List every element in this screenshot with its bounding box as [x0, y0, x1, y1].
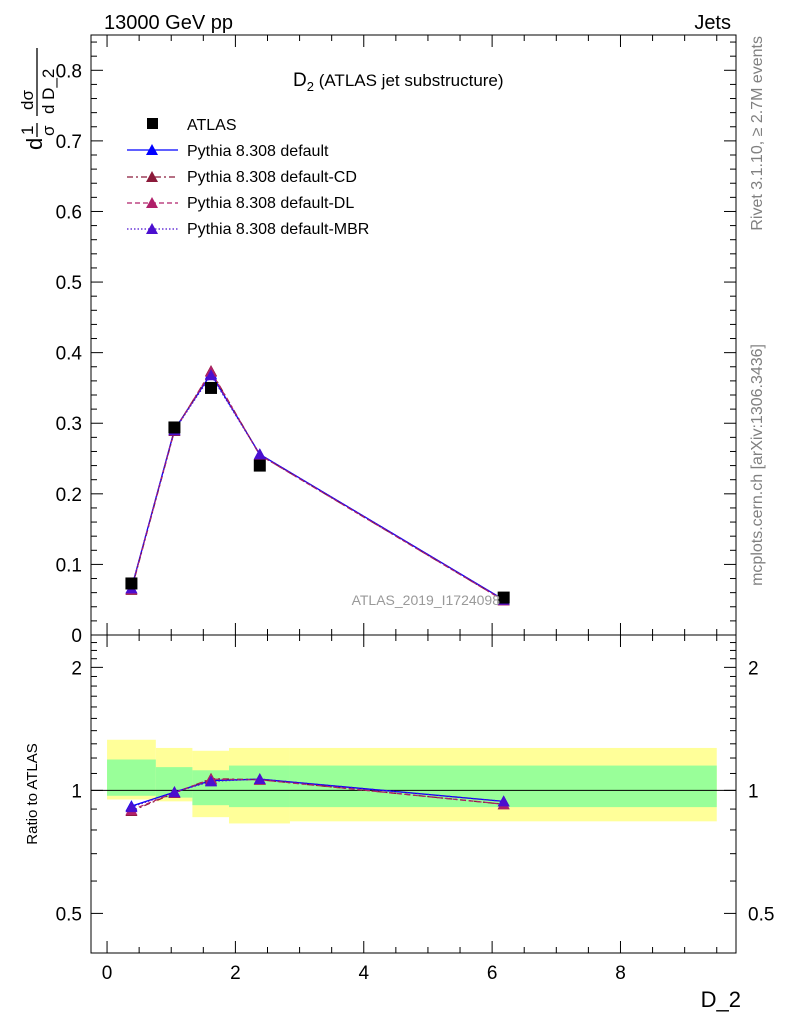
main-y-axis-label: d 1 σ dσ d D_2: [18, 48, 58, 150]
ratio-point-pythia-8-308-default-mbr: [125, 801, 138, 813]
legend-label-atlas: ATLAS: [187, 117, 237, 134]
ratio-y-tick-label-right: 1: [748, 781, 759, 802]
ylabel-one: 1: [18, 126, 37, 135]
atlas-data-point: [168, 421, 181, 434]
ratio-band-inner: [107, 759, 156, 796]
title-main: D: [293, 70, 307, 91]
x-tick-label: 4: [358, 963, 369, 984]
main-y-tick-label: 0.8: [56, 61, 82, 82]
ratio-panel: 0.5 0.5 1 1 2 2 0 2 4 6 8 Ratio to ATLAS D_2: [24, 634, 774, 1012]
ratio-point-pythia-8-308-default-mbr: [497, 795, 510, 807]
legend-label-mbr: Pythia 8.308 default-MBR: [187, 221, 369, 238]
ratio-line-pythia-8-308-default-mbr: [131, 778, 504, 808]
x-axis-label: D_2: [701, 987, 741, 1012]
main-y-tick-label: 0.2: [56, 485, 82, 506]
ratio-y-tick-label-right: 2: [748, 658, 759, 679]
series-line-pythia-8-308-default: [130, 372, 505, 601]
legend-marker-mbr: [146, 223, 158, 234]
chart-title: D2 (ATLAS jet substructure): [293, 70, 504, 94]
x-tick-label: 6: [487, 963, 498, 984]
series-point-pythia-8-308-default-mbr: [205, 369, 218, 381]
ylabel-d: d: [22, 138, 47, 150]
title-rest: (ATLAS jet substructure): [314, 71, 504, 90]
ratio-point-pythia-8-308-default-mbr: [168, 786, 181, 798]
legend-marker-default: [146, 144, 158, 155]
main-panel: 0 0.1 0.2 0.3 0.4 0.5 0.6 0.7 0.8 D2 (ATLAS jet …: [18, 34, 737, 647]
legend-marker-dl: [146, 197, 158, 208]
legend-marker-cd: [146, 171, 158, 182]
atlas-data-point: [125, 577, 138, 590]
main-y-tick-label: 0.3: [56, 414, 82, 435]
ratio-band-inner: [228, 765, 290, 808]
ratio-frame: [90, 634, 737, 954]
mcplots-label: mcplots.cern.ch [arXiv:1306.3436]: [749, 344, 766, 586]
legend-label-dl: Pythia 8.308 default-DL: [187, 195, 354, 212]
ylabel-dsigma: dσ: [18, 90, 37, 110]
legend-marker-atlas: [147, 118, 158, 129]
x-tick-label: 0: [102, 963, 113, 984]
rivet-version-label: Rivet 3.1.10, ≥ 2.7M events: [749, 36, 766, 231]
ratio-y-tick-label-left: 2: [71, 658, 82, 679]
legend-label-default: Pythia 8.308 default: [187, 143, 329, 160]
legend-label-cd: Pythia 8.308 default-CD: [187, 169, 357, 186]
atlas-data-point: [497, 591, 510, 604]
analysis-watermark: ATLAS_2019_I1724098: [352, 592, 501, 608]
ratio-point-pythia-8-308-default-mbr: [205, 775, 218, 787]
ratio-y-tick-label-left: 1: [71, 781, 82, 802]
title-sub: 2: [307, 79, 314, 94]
x-tick-label: 2: [230, 963, 241, 984]
header-right: Jets: [694, 12, 731, 34]
ylabel-sigma: σ: [39, 125, 58, 136]
series-line-pythia-8-308-default-mbr: [130, 374, 505, 601]
atlas-data-point: [205, 381, 218, 394]
ratio-point-pythia-8-308-default-mbr: [253, 773, 266, 785]
legend: ATLAS Pythia 8.308 default Pythia 8.308 …: [127, 117, 369, 238]
ratio-y-tick-label-right: 0.5: [748, 904, 774, 925]
main-y-tick-label: 0.6: [56, 202, 82, 223]
ratio-y-tick-label-left: 0.5: [56, 904, 82, 925]
main-y-tick-label: 0.1: [56, 555, 82, 576]
header-left: 13000 GeV pp: [104, 12, 233, 34]
ylabel-dD2: d D_2: [39, 69, 58, 114]
main-y-tick-label: 0.4: [56, 344, 83, 365]
ratio-y-axis-label: Ratio to ATLAS: [24, 743, 41, 844]
main-y-tick-label: 0: [71, 626, 82, 647]
x-tick-label: 8: [615, 963, 626, 984]
main-y-tick-label: 0.5: [56, 273, 82, 294]
atlas-data-point: [253, 459, 266, 472]
series-point-pythia-8-308-default-mbr: [253, 448, 266, 460]
main-y-tick-label: 0.7: [56, 132, 82, 153]
